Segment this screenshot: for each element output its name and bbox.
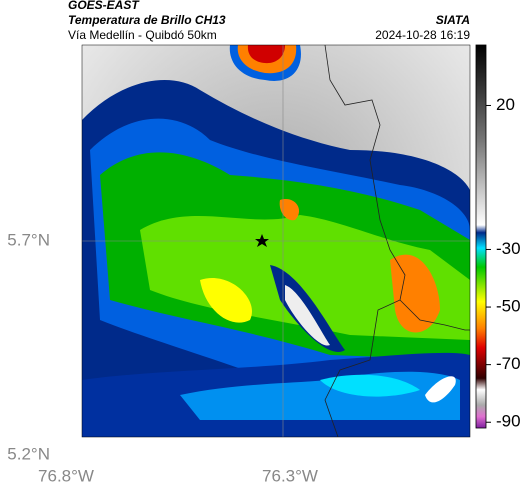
satellite: GOES-EAST xyxy=(68,0,140,12)
colorbar xyxy=(475,44,487,429)
colorbar-tick-label: -50 xyxy=(496,297,521,316)
colorbar-tick-label: -30 xyxy=(496,239,521,258)
colorbar-tick-label: -90 xyxy=(496,412,521,431)
lon-label: 76.8°W xyxy=(38,466,94,485)
map-frame xyxy=(81,44,471,438)
lat-label: 5.7°N xyxy=(7,230,50,249)
product: Temperatura de Brillo CH13 xyxy=(68,13,226,27)
lon-label: 76.3°W xyxy=(262,466,318,485)
satellite-image xyxy=(82,45,470,437)
datetime: 2024-10-28 16:19 xyxy=(375,28,470,42)
colorbar-tick-label: 20 xyxy=(496,95,515,114)
source: SIATA xyxy=(436,13,470,27)
colorbar-tick-label: -70 xyxy=(496,354,521,373)
region: Vía Medellín - Quibdó 50km xyxy=(68,28,217,42)
colorbar-ticks: 20 -30 -50 -70 -90 xyxy=(486,95,521,431)
lat-label: 5.2°N xyxy=(7,444,50,463)
